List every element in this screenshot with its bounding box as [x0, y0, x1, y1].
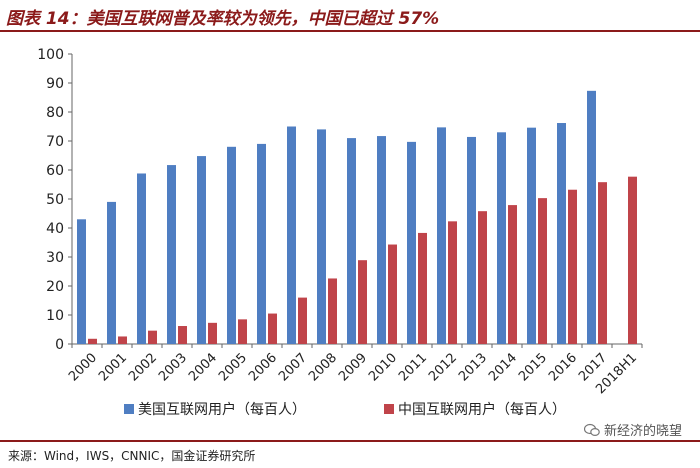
watermark-text: 新经济的晓望 [603, 424, 682, 439]
y-tick-label: 100 [37, 47, 64, 63]
y-tick-label: 80 [46, 105, 64, 121]
legend-label: 美国互联网用户（每百人） [138, 401, 306, 418]
bar-china [508, 205, 517, 344]
bar-china [208, 322, 217, 344]
bar-china [448, 221, 457, 344]
y-tick-label: 50 [46, 192, 64, 208]
legend: 美国互联网用户（每百人） 中国互联网用户（每百人） [124, 401, 566, 418]
watermark: 新经济的晓望 [583, 420, 682, 439]
bar-us [587, 90, 596, 344]
x-tick-label: 2016 [546, 350, 580, 384]
y-axis: 0 10 20 30 40 50 60 70 80 90 100 [37, 47, 73, 353]
bar-us [497, 132, 506, 344]
x-tick-label: 2008 [306, 350, 340, 384]
bar-us [107, 201, 116, 344]
y-tick-label: 30 [46, 250, 64, 266]
y-tick-label: 0 [55, 337, 64, 353]
chart-title: 图表 14：美国互联网普及率较为领先，中国已超过 57% [6, 9, 440, 29]
legend-swatch [124, 404, 134, 414]
bar-us [347, 138, 356, 344]
title-bar: 图表 14：美国互联网普及率较为领先，中国已超过 57% [0, 0, 700, 32]
bar-china [298, 297, 307, 344]
bar-china [88, 338, 97, 344]
bar-china [568, 189, 577, 344]
bar-us [287, 126, 296, 344]
bar-china [628, 176, 637, 344]
x-tick-label: 2007 [276, 350, 310, 384]
bar-us [77, 219, 86, 344]
bar-us [197, 156, 206, 344]
y-tick-label: 70 [46, 134, 64, 150]
bars [77, 90, 637, 345]
bar-china [358, 260, 367, 344]
bar-china [238, 319, 247, 344]
x-tick-label: 2005 [216, 350, 250, 384]
source-text: 来源：Wind，IWS，CNNIC，国金证券研究所 [8, 449, 256, 463]
source-bar: 来源：Wind，IWS，CNNIC，国金证券研究所 [0, 440, 700, 468]
bar-china [328, 278, 337, 344]
bar-us [227, 146, 236, 344]
bar-china [418, 232, 427, 344]
x-tick-label: 2006 [246, 350, 280, 384]
bar-us [317, 129, 326, 344]
bar-china [478, 211, 487, 344]
bar-us [407, 141, 416, 344]
bar-china [268, 313, 277, 344]
bar-us [437, 127, 446, 345]
bar-china [388, 244, 397, 344]
bar-china [598, 182, 607, 344]
x-axis: 2000200120022003200420052006200720082009… [66, 343, 643, 397]
bar-china [538, 198, 547, 344]
y-tick-label: 10 [46, 308, 64, 324]
x-tick-label: 2003 [156, 350, 190, 384]
legend-swatch [384, 404, 394, 414]
x-tick-label: 2009 [336, 350, 370, 384]
x-tick-label: 2004 [186, 350, 220, 384]
x-tick-label: 2002 [126, 350, 160, 384]
x-tick-label: 2010 [366, 350, 400, 384]
y-tick-label: 40 [46, 221, 64, 237]
bar-china [178, 326, 187, 344]
bar-china [118, 336, 127, 344]
x-tick-label: 2011 [396, 350, 430, 384]
bar-us [377, 136, 386, 344]
y-tick-label: 90 [46, 76, 64, 92]
x-tick-label: 2001 [96, 350, 130, 384]
bar-us [257, 143, 266, 344]
bar-us [467, 136, 476, 344]
y-tick-label: 20 [46, 279, 64, 295]
x-tick-label: 2014 [486, 350, 520, 384]
bar-us [527, 127, 536, 344]
x-tick-label: 2015 [516, 350, 550, 384]
legend-label: 中国互联网用户（每百人） [398, 401, 566, 418]
y-tick-label: 60 [46, 163, 64, 179]
bar-us [137, 173, 146, 344]
x-tick-label: 2012 [426, 350, 460, 384]
x-tick-label: 2013 [456, 350, 490, 384]
x-tick-label: 2000 [66, 350, 100, 384]
bar-us [557, 123, 566, 345]
bar-us [167, 165, 176, 344]
bar-china [148, 330, 157, 344]
wechat-icon [583, 423, 600, 436]
